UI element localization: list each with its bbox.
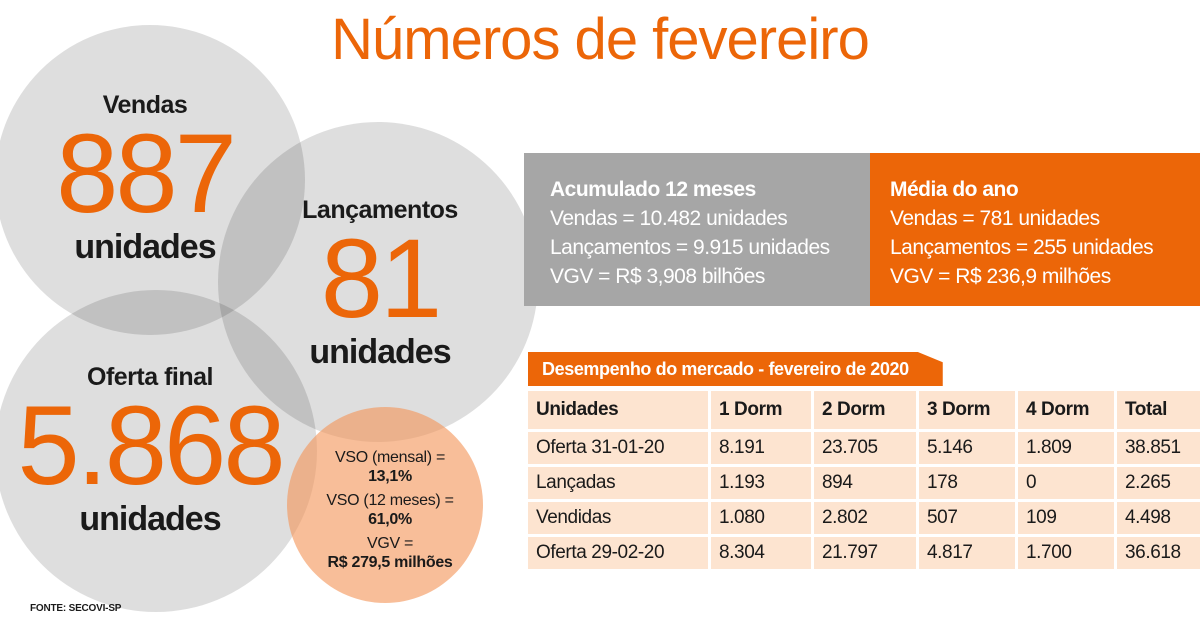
table-cell: 38.851: [1117, 432, 1200, 464]
media-line: Lançamentos = 255 unidades: [890, 236, 1154, 259]
vendas-unit: unidades: [74, 228, 216, 266]
lancamentos-label: Lançamentos: [302, 196, 458, 224]
table-header-cell: 2 Dorm: [814, 391, 916, 429]
table-cell: 36.618: [1117, 537, 1200, 569]
table-cell: 0: [1018, 467, 1114, 499]
table-cell: Oferta 31-01-20: [528, 432, 708, 464]
table-cell: 1.809: [1018, 432, 1114, 464]
acumulado-line: VGV = R$ 3,908 bilhões: [550, 265, 765, 288]
vso-mensal-label: VSO (mensal) =: [334, 449, 446, 466]
table-cell: Oferta 29-02-20: [528, 537, 708, 569]
table-header-cell: Total: [1117, 391, 1200, 429]
media-line: VGV = R$ 236,9 milhões: [890, 265, 1111, 288]
acumulado-title: Acumulado 12 meses: [550, 178, 756, 201]
table-cell: Vendidas: [528, 502, 708, 534]
table-cell: 2.265: [1117, 467, 1200, 499]
oferta-value: 5.868: [17, 383, 285, 508]
acumulado-box: Acumulado 12 meses Vendas = 10.482 unida…: [524, 153, 870, 306]
table-header-cell: 3 Dorm: [919, 391, 1015, 429]
media-title: Média do ano: [890, 178, 1019, 201]
table-cell: 4.498: [1117, 502, 1200, 534]
vgv-label: VGV =: [366, 535, 414, 552]
table-cell: Lançadas: [528, 467, 708, 499]
lancamentos-unit: unidades: [309, 333, 451, 371]
table-title: Desempenho do mercado - fevereiro de 202…: [528, 352, 943, 386]
vso-12-label: VSO (12 meses) =: [326, 492, 454, 509]
vso-mensal-value: 13,1%: [368, 468, 412, 485]
market-table: Unidades 1 Dorm 2 Dorm 3 Dorm 4 Dorm Total Ofe…: [525, 388, 1200, 572]
lancamentos-block: Lançamentos 81 unidades: [280, 195, 480, 371]
acumulado-line: Lançamentos = 9.915 unidades: [550, 236, 830, 259]
table-cell: 4.817: [919, 537, 1015, 569]
table-cell: 5.146: [919, 432, 1015, 464]
table-cell: 178: [919, 467, 1015, 499]
table-row: Oferta 29-02-20 8.304 21.797 4.817 1.700 36.6…: [528, 537, 1200, 569]
media-line: Vendas = 781 unidades: [890, 207, 1100, 230]
table-cell: 2.802: [814, 502, 916, 534]
table-row: Oferta 31-01-20 8.191 23.705 5.146 1.809 38.8…: [528, 432, 1200, 464]
media-box: Média do ano Vendas = 781 unidades Lança…: [870, 153, 1200, 306]
table-cell: 8.304: [711, 537, 811, 569]
oferta-block: Oferta final 5.868 unidades: [0, 362, 300, 538]
table-header-cell: 4 Dorm: [1018, 391, 1114, 429]
oferta-unit: unidades: [79, 500, 221, 538]
vso-12-value: 61,0%: [368, 511, 412, 528]
circle-vendas: [0, 25, 305, 335]
table-row: Vendidas 1.080 2.802 507 109 4.498: [528, 502, 1200, 534]
table-header-cell: Unidades: [528, 391, 708, 429]
source-note: FONTE: SECOVI-SP: [30, 603, 122, 614]
table-header-row: Unidades 1 Dorm 2 Dorm 3 Dorm 4 Dorm Total: [528, 391, 1200, 429]
vendas-block: Vendas 887 unidades: [0, 90, 290, 266]
indicadores-block: VSO (mensal) = 13,1% VSO (12 meses) = 61…: [310, 448, 470, 577]
table-cell: 8.191: [711, 432, 811, 464]
table-header-cell: 1 Dorm: [711, 391, 811, 429]
circle-indicadores: [287, 407, 483, 603]
oferta-label: Oferta final: [87, 363, 213, 391]
circle-oferta: [0, 290, 317, 612]
lancamentos-value: 81: [320, 216, 443, 341]
table-cell: 1.193: [711, 467, 811, 499]
page-title: Números de fevereiro: [331, 7, 870, 72]
vendas-label: Vendas: [102, 91, 188, 119]
table-cell: 1.700: [1018, 537, 1114, 569]
table-cell: 23.705: [814, 432, 916, 464]
table-cell: 21.797: [814, 537, 916, 569]
vendas-value: 887: [56, 111, 237, 236]
table-cell: 109: [1018, 502, 1114, 534]
table-row: Lançadas 1.193 894 178 0 2.265: [528, 467, 1200, 499]
circle-lancamentos: [218, 122, 538, 442]
acumulado-line: Vendas = 10.482 unidades: [550, 207, 788, 230]
table-cell: 507: [919, 502, 1015, 534]
vgv-value: R$ 279,5 milhões: [327, 554, 453, 571]
table-cell: 1.080: [711, 502, 811, 534]
table-cell: 894: [814, 467, 916, 499]
